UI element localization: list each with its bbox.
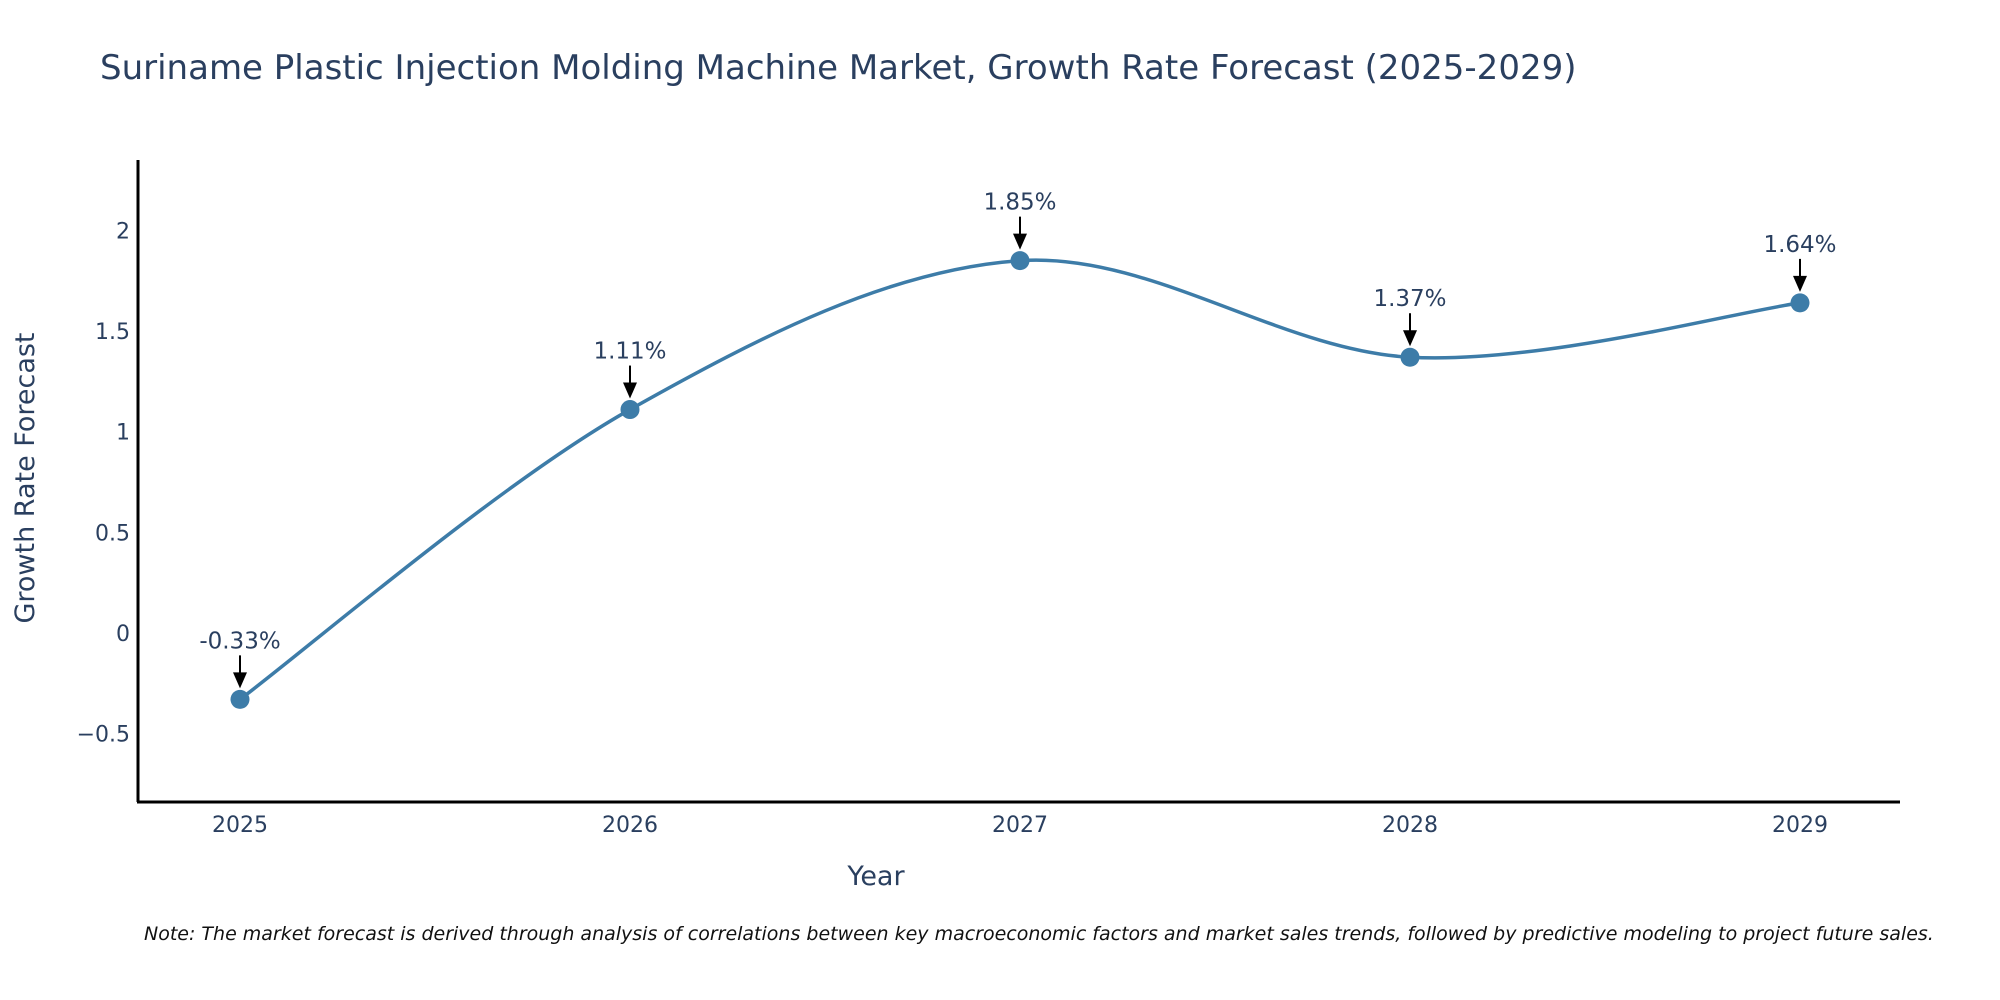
x-tick-label: 2026	[602, 813, 658, 838]
data-point	[1010, 251, 1030, 271]
data-point	[1790, 293, 1810, 313]
y-tick-label: 0.5	[95, 521, 130, 546]
data-point	[620, 400, 640, 420]
x-tick-label: 2029	[1772, 813, 1828, 838]
data-label: -0.33%	[199, 628, 280, 654]
x-axis-ticks: 2025 2026 2027 2028 2029	[212, 813, 1828, 838]
series-line	[238, 258, 1801, 701]
data-label: 1.64%	[1763, 232, 1836, 258]
data-points	[230, 251, 1810, 709]
y-tick-label: 2	[116, 219, 130, 244]
footnote: Note: The market forecast is derived thr…	[144, 923, 1934, 945]
data-label: 1.85%	[983, 190, 1056, 216]
data-point	[230, 689, 250, 709]
annotation-arrow-head	[623, 382, 637, 399]
annotation-arrow-head	[1793, 275, 1807, 292]
y-tick-label: 1.5	[95, 320, 130, 345]
x-tick-label: 2027	[992, 813, 1048, 838]
annotation-arrow-head	[1403, 330, 1417, 347]
data-label-annotations: -0.33% 1.11% 1.85% 1.37% 1.64%	[199, 190, 1837, 689]
y-axis-ticks: −0.5 0 0.5 1 1.5 2	[77, 219, 130, 747]
y-tick-label: −0.5	[77, 723, 130, 748]
annotation-arrow-head	[1013, 233, 1027, 250]
chart-title: Suriname Plastic Injection Molding Machi…	[100, 48, 1576, 88]
y-axis-title: Growth Rate Forecast	[10, 332, 41, 623]
y-tick-label: 0	[116, 622, 130, 647]
data-label: 1.37%	[1373, 286, 1446, 312]
x-tick-label: 2025	[212, 813, 268, 838]
x-axis-title: Year	[846, 861, 905, 892]
annotation-arrow-head	[233, 672, 247, 689]
x-tick-label: 2028	[1382, 813, 1438, 838]
y-tick-label: 1	[116, 421, 130, 446]
data-label: 1.11%	[593, 339, 666, 365]
data-point	[1400, 347, 1420, 367]
